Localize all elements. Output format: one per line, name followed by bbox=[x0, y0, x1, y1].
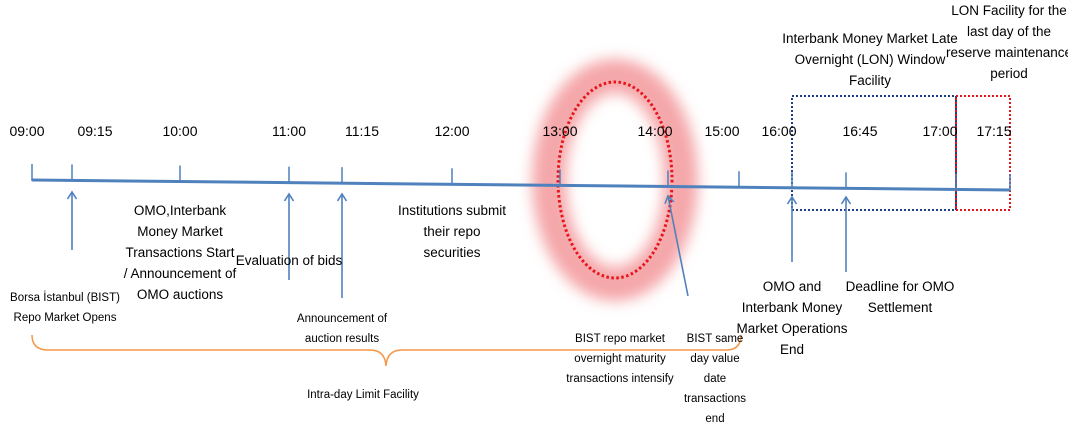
bist-opens-label: Borsa İstanbul (BIST) Repo Market Opens bbox=[10, 291, 120, 324]
institutions-label: Institutions submit their repo securities bbox=[398, 203, 506, 260]
time-label-1400: 14:00 bbox=[637, 123, 672, 139]
highlight-ellipse bbox=[532, 59, 698, 301]
auction-results-arrow bbox=[336, 192, 348, 298]
lon-window-label: Interbank Money Market Late Overnight (LO… bbox=[782, 31, 958, 88]
time-label-1700: 17:00 bbox=[922, 123, 957, 139]
timeline-axis bbox=[31, 178, 1011, 192]
time-label-1715: 17:15 bbox=[976, 123, 1011, 139]
time-label-1000: 10:00 bbox=[162, 123, 197, 139]
time-label-1300: 13:00 bbox=[542, 123, 577, 139]
bist-opens-arrow bbox=[66, 190, 78, 250]
time-label-1500: 15:00 bbox=[704, 123, 739, 139]
omo-end-label: OMO and Interbank Money Market Operations E… bbox=[736, 279, 847, 357]
time-label-0900: 09:00 bbox=[9, 123, 44, 139]
auction-results-label: Announcement of auction results bbox=[297, 313, 388, 345]
evaluation-label: Evaluation of bids bbox=[236, 253, 343, 268]
intraday-label: Intra-day Limit Facility bbox=[307, 389, 419, 401]
same-day-end-arrow bbox=[664, 194, 689, 297]
omo-deadline-arrow bbox=[840, 195, 852, 272]
time-label-1600: 16:00 bbox=[761, 123, 796, 139]
same-day-end-label: BIST same day value date transactions end bbox=[684, 333, 746, 425]
evaluation-arrow bbox=[283, 192, 295, 280]
event-arrows bbox=[66, 190, 852, 298]
time-label-1645: 16:45 bbox=[842, 123, 877, 139]
intraday-brace bbox=[31, 334, 742, 367]
timeline-ticks bbox=[31, 164, 1011, 191]
repo-intensify-label: BIST repo market overnight maturity transa… bbox=[566, 333, 674, 385]
omo-start-label: OMO,Interbank Money Market Transactions St… bbox=[124, 203, 237, 302]
lon-last-day-label: LON Facility for the last day of the reser… bbox=[946, 3, 1068, 81]
lon-last-day-box bbox=[955, 95, 1011, 211]
time-label-1200: 12:00 bbox=[434, 123, 469, 139]
time-label-0915: 09:15 bbox=[77, 123, 112, 139]
time-labels: 09:00 09:15 10:00 11:00 11:15 12:00 13:00 14:00… bbox=[9, 123, 1011, 139]
time-label-1100: 11:00 bbox=[272, 123, 306, 139]
omo-deadline-label: Deadline for OMO Settlement bbox=[846, 279, 955, 315]
omo-end-arrow bbox=[786, 195, 798, 262]
time-label-1115: 11:15 bbox=[345, 123, 379, 139]
lon-window-box bbox=[791, 95, 957, 211]
